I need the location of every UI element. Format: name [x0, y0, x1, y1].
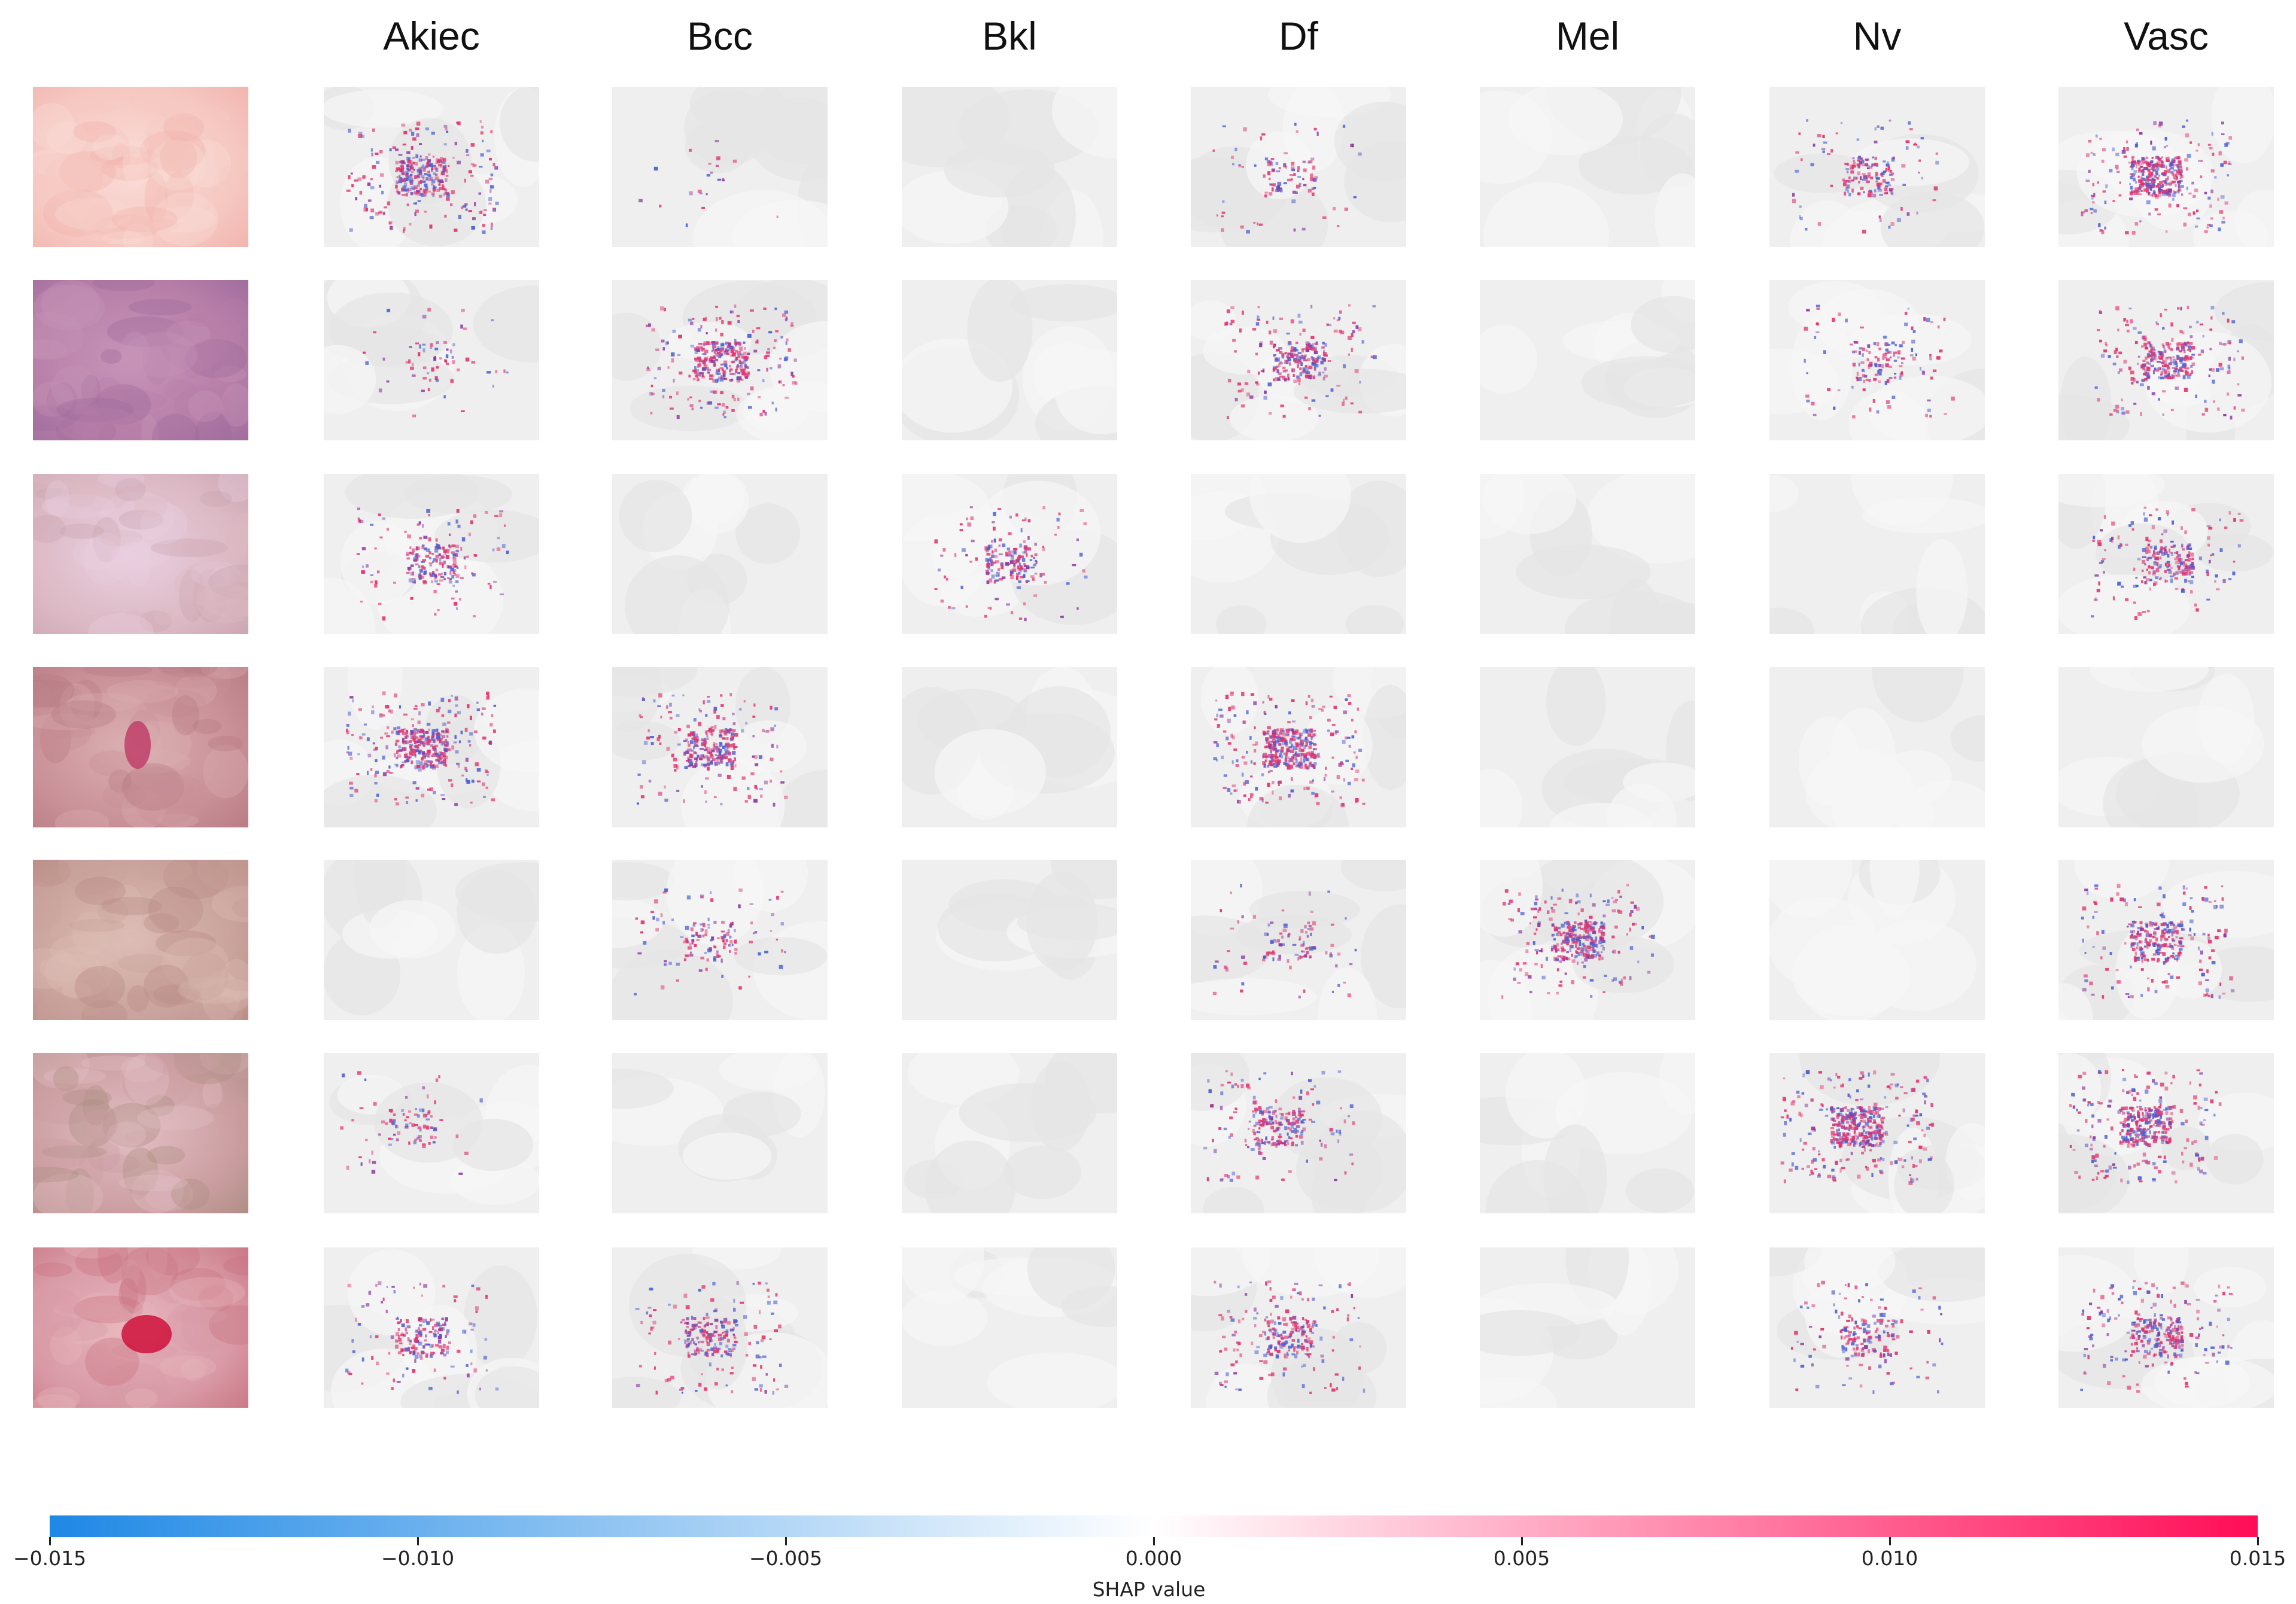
shap-map-row-6-vasc	[2058, 1053, 2274, 1213]
shap-map-row-1-mel	[1480, 87, 1695, 247]
colorbar-tick-label: 0.000	[1125, 1547, 1182, 1570]
colorbar-tick-mark	[1153, 1537, 1155, 1545]
colorbar-label: SHAP value	[1092, 1578, 1206, 1601]
shap-map-row-6-mel	[1480, 1053, 1695, 1213]
shap-map-row-5-df	[1191, 860, 1406, 1020]
shap-map-row-4-bkl	[902, 667, 1117, 827]
colorbar-tick-label: −0.005	[749, 1547, 823, 1570]
shap-map-row-5-nv	[1769, 860, 1985, 1020]
shap-map-row-2-bkl	[902, 280, 1117, 440]
shap-map-row-3-bcc	[612, 474, 828, 634]
shap-map-row-5-vasc	[2058, 860, 2274, 1020]
shap-map-row-4-bcc	[612, 667, 828, 827]
shap-map-row-7-vasc	[2058, 1247, 2274, 1408]
colorbar-tick-mark	[417, 1537, 419, 1545]
shap-map-row-1-bkl	[902, 87, 1117, 247]
shap-map-row-6-bcc	[612, 1053, 828, 1213]
shap-map-row-7-mel	[1480, 1247, 1695, 1408]
original-image-row-5	[33, 860, 248, 1020]
column-title-df: Df	[1279, 14, 1318, 58]
shap-map-row-4-mel	[1480, 667, 1695, 827]
shap-map-row-4-df	[1191, 667, 1406, 827]
column-title-akiec: Akiec	[383, 14, 480, 58]
column-title-nv: Nv	[1853, 14, 1902, 58]
shap-map-row-1-bcc	[612, 87, 828, 247]
shap-map-row-4-vasc	[2058, 667, 2274, 827]
shap-map-row-6-akiec	[324, 1053, 539, 1213]
original-image-row-7	[33, 1247, 248, 1408]
shap-map-row-1-nv	[1769, 87, 1985, 247]
shap-map-row-1-df	[1191, 87, 1406, 247]
colorbar-tick-mark	[2257, 1537, 2259, 1545]
shap-map-row-4-akiec	[324, 667, 539, 827]
shap-map-row-3-akiec	[324, 474, 539, 634]
colorbar-tick-label: 0.015	[2229, 1547, 2286, 1570]
shap-map-row-2-mel	[1480, 280, 1695, 440]
shap-map-row-7-nv	[1769, 1247, 1985, 1408]
shap-map-row-6-bkl	[902, 1053, 1117, 1213]
shap-colorbar	[50, 1515, 2258, 1537]
colorbar-tick-mark	[1521, 1537, 1523, 1545]
shap-map-row-3-bkl	[902, 474, 1117, 634]
shap-map-row-6-nv	[1769, 1053, 1985, 1213]
colorbar-tick-label: 0.005	[1493, 1547, 1550, 1570]
column-title-bkl: Bkl	[982, 14, 1037, 58]
column-title-bcc: Bcc	[686, 14, 753, 58]
original-image-row-2	[33, 280, 248, 440]
original-image-row-4	[33, 667, 248, 827]
colorbar-tick-mark	[49, 1537, 51, 1545]
shap-map-row-2-df	[1191, 280, 1406, 440]
shap-map-row-5-mel	[1480, 860, 1695, 1020]
shap-map-row-2-bcc	[612, 280, 828, 440]
shap-map-row-7-bkl	[902, 1247, 1117, 1408]
colorbar-tick-label: 0.010	[1861, 1547, 1918, 1570]
shap-map-row-6-df	[1191, 1053, 1406, 1213]
shap-map-row-1-akiec	[324, 87, 539, 247]
colorbar-tick-label: −0.015	[13, 1547, 87, 1570]
original-image-row-1	[33, 87, 248, 247]
original-image-row-3	[33, 474, 248, 634]
shap-map-row-5-bcc	[612, 860, 828, 1020]
column-title-mel: Mel	[1555, 14, 1620, 58]
shap-map-row-2-vasc	[2058, 280, 2274, 440]
shap-map-row-4-nv	[1769, 667, 1985, 827]
shap-map-row-2-nv	[1769, 280, 1985, 440]
shap-map-row-3-df	[1191, 474, 1406, 634]
shap-map-row-5-bkl	[902, 860, 1117, 1020]
original-image-row-6	[33, 1053, 248, 1213]
shap-map-row-1-vasc	[2058, 87, 2274, 247]
shap-map-row-3-nv	[1769, 474, 1985, 634]
colorbar-tick-mark	[1889, 1537, 1891, 1545]
shap-map-row-7-akiec	[324, 1247, 539, 1408]
column-title-vasc: Vasc	[2124, 14, 2209, 58]
shap-map-row-7-df	[1191, 1247, 1406, 1408]
shap-map-row-5-akiec	[324, 860, 539, 1020]
colorbar-tick-label: −0.010	[381, 1547, 455, 1570]
shap-map-row-3-mel	[1480, 474, 1695, 634]
shap-map-row-7-bcc	[612, 1247, 828, 1408]
shap-map-row-2-akiec	[324, 280, 539, 440]
colorbar-tick-mark	[785, 1537, 787, 1545]
shap-map-row-3-vasc	[2058, 474, 2274, 634]
